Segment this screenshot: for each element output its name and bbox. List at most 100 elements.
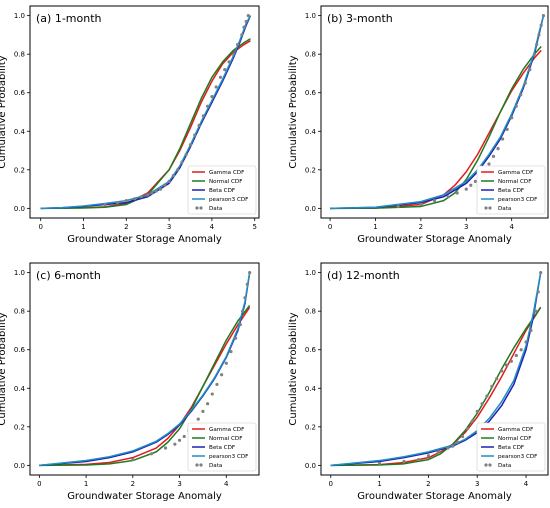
data-points	[377, 271, 543, 466]
panel-title: (a) 1-month	[36, 12, 102, 25]
plot-area	[40, 14, 252, 210]
data-point	[539, 23, 543, 27]
panel-title: (c) 6-month	[36, 269, 101, 282]
y-tick-label: 0.8	[305, 308, 316, 316]
x-tick-label: 2	[426, 480, 430, 488]
data-point	[242, 25, 246, 29]
data-point	[514, 353, 518, 358]
x-tick-label: 0	[328, 223, 332, 231]
axes-frame	[29, 262, 260, 476]
y-tick-label: 0.2	[14, 423, 25, 431]
x-tick-label: 3	[475, 480, 479, 488]
x-axis-label: Groundwater Storage Anomaly	[67, 491, 222, 502]
data-point	[210, 94, 214, 99]
data-point	[234, 336, 238, 340]
y-tick-label: 0.8	[305, 51, 316, 59]
data-point	[456, 440, 460, 444]
series-line-normal-cdf	[39, 304, 251, 467]
panel-title: (b) 3-month	[327, 12, 393, 25]
legend-entry: pearson3 CDF	[209, 454, 248, 460]
y-tick-label: 0.4	[14, 128, 26, 136]
data-point	[171, 174, 175, 178]
data-point	[464, 187, 468, 191]
x-tick-label: 3	[464, 223, 468, 231]
data-point	[537, 33, 541, 37]
x-tick-label: 3	[177, 480, 181, 488]
y-tick-label: 0.6	[14, 89, 26, 97]
data-points	[103, 14, 250, 207]
legend-entry: Normal CDF	[209, 179, 242, 185]
y-axis-label: Cumulative Probability	[0, 312, 8, 425]
data-point	[501, 137, 505, 141]
y-tick-label: 1.0	[14, 269, 25, 277]
data-point	[417, 457, 421, 462]
data-point	[541, 14, 546, 18]
legend-marker-data	[484, 463, 488, 467]
legend-entry: Data	[498, 206, 511, 212]
legend-entry: pearson3 CDF	[498, 197, 537, 203]
legend-entry: Beta CDF	[209, 445, 235, 451]
panel-title: (d) 12-month	[327, 269, 400, 282]
x-tick-label: 2	[124, 223, 128, 231]
legend-entry: Data	[498, 463, 511, 469]
data-point	[235, 42, 240, 47]
data-point	[396, 204, 400, 209]
data-points	[396, 14, 546, 209]
legend-entry: Beta CDF	[209, 188, 235, 194]
data-point	[103, 202, 107, 207]
data-point	[496, 147, 500, 151]
data-point	[436, 450, 440, 454]
legend-entry: Data	[209, 206, 222, 212]
y-tick-label: 0.0	[14, 462, 25, 470]
data-point	[504, 363, 509, 367]
legend-entry: pearson3 CDF	[209, 197, 248, 203]
data-point	[206, 104, 210, 108]
data-point	[197, 123, 201, 128]
plot-area	[330, 14, 546, 210]
y-tick-label: 1.0	[305, 12, 316, 20]
data-point	[240, 33, 244, 37]
data-point	[528, 68, 532, 72]
legend-entry: pearson3 CDF	[498, 454, 537, 460]
data-point	[180, 160, 184, 164]
data-point	[215, 382, 219, 387]
data-point	[244, 19, 248, 24]
data-point	[485, 394, 489, 398]
legend-box	[187, 165, 257, 215]
x-axis-label: Groundwater Storage Anomaly	[357, 234, 512, 245]
data-point	[246, 14, 250, 18]
x-tick-label: 1	[377, 480, 381, 488]
data-point	[505, 127, 509, 131]
data-point	[133, 197, 137, 201]
data-point	[534, 309, 538, 313]
y-tick-label: 0.0	[305, 462, 316, 470]
x-tick-label: 3	[167, 223, 171, 231]
data-point	[220, 373, 224, 377]
y-tick-label: 0.4	[305, 128, 317, 136]
legend-marker-data	[199, 206, 203, 210]
data-point	[532, 52, 536, 56]
data-point	[241, 309, 245, 313]
data-point	[490, 384, 494, 388]
data-point	[248, 271, 252, 275]
data-point	[224, 361, 228, 365]
legend-entry: Beta CDF	[498, 188, 524, 194]
x-tick-label: 4	[210, 223, 215, 231]
data-point	[475, 409, 479, 413]
data-point	[131, 457, 135, 462]
y-tick-label: 0.0	[14, 205, 25, 213]
legend: Gamma CDF Normal CDF Beta CDF pearson3 CDF D…	[476, 165, 546, 215]
data-point	[150, 191, 154, 195]
plot-area	[39, 271, 252, 467]
y-axis-label: Cumulative Probability	[288, 55, 299, 168]
x-tick-label: 1	[84, 480, 88, 488]
legend-marker-data	[488, 463, 492, 467]
data-point	[146, 193, 150, 197]
x-tick-label: 1	[81, 223, 85, 231]
legend-entry: Normal CDF	[498, 179, 531, 185]
x-axis-label: Groundwater Storage Anomaly	[357, 491, 512, 502]
x-tick-label: 2	[131, 480, 135, 488]
data-point	[469, 183, 473, 187]
legend-entry: Normal CDF	[209, 436, 242, 442]
series-line-pearson3-cdf	[330, 15, 545, 210]
